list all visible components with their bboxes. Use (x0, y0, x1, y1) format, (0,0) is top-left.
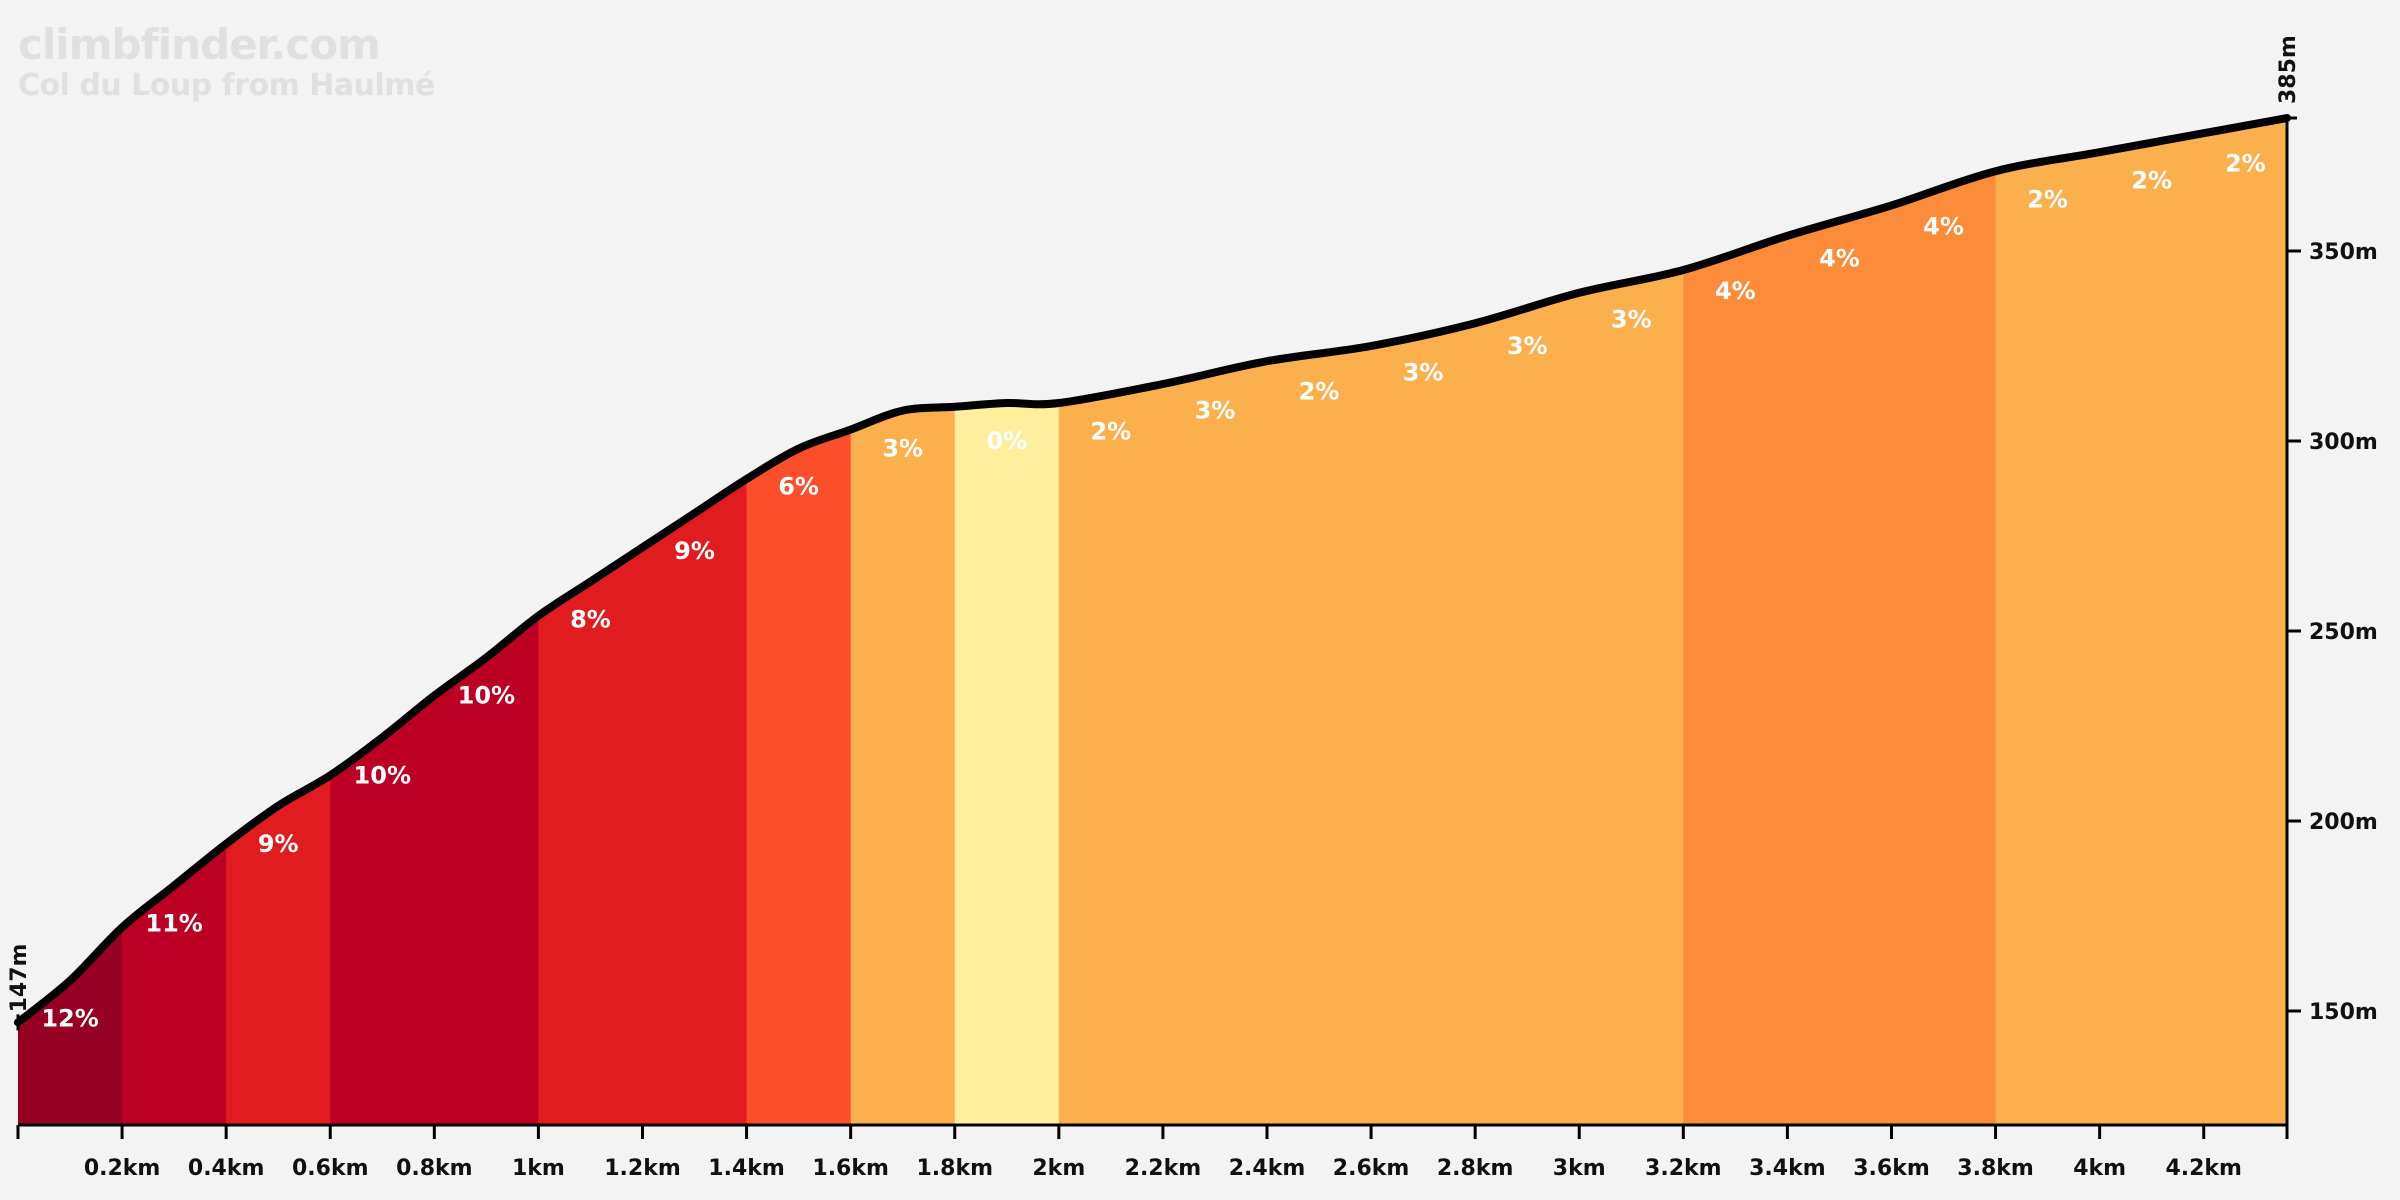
x-tick-label: 2km (1032, 1156, 1085, 1181)
gradient-segment (1266, 118, 1372, 1125)
gradient-segment (1683, 118, 1789, 1125)
gradient-label: 10% (354, 761, 411, 789)
gradient-segment (642, 118, 748, 1125)
y-tick-label: 350m (2309, 240, 2378, 265)
gradient-label: 3% (882, 435, 923, 463)
gradient-segment (226, 118, 331, 1125)
gradient-label: 2% (2225, 150, 2266, 178)
gradient-segment (1579, 118, 1684, 1125)
gradient-label: 2% (1299, 378, 1340, 406)
climb-title-watermark: Col du Loup from Haulmé (18, 68, 435, 103)
x-tick-label: 2.2km (1125, 1156, 1202, 1181)
y-tick-label: 300m (2309, 430, 2378, 455)
x-tick-label: 0.6km (292, 1156, 369, 1181)
gradient-segment (850, 118, 956, 1125)
x-tick-label: 1.2km (604, 1156, 681, 1181)
x-tick-label: 0.2km (84, 1156, 161, 1181)
profile-line (14, 114, 2291, 1027)
gradient-segment (2099, 118, 2205, 1125)
end-elevation-label: 385m (2276, 35, 2301, 104)
gradient-segment (1995, 118, 2101, 1125)
gradient-segment (122, 118, 227, 1125)
gradient-label: 4% (1923, 212, 1964, 240)
gradient-label: 11% (145, 910, 202, 938)
gradient-label: 10% (458, 682, 515, 710)
x-tick-label: 2.8km (1437, 1156, 1514, 1181)
x-tick-label: 3.4km (1749, 1156, 1826, 1181)
x-tick-label: 4km (2073, 1156, 2126, 1181)
start-elevation-label: 147m (7, 944, 32, 1013)
x-tick-label: 4.2km (2165, 1156, 2242, 1181)
gradient-label: 3% (1403, 359, 1444, 387)
x-tick-label: 2.6km (1333, 1156, 1410, 1181)
gradient-label: 2% (2131, 167, 2172, 195)
gradient-label: 2% (1090, 418, 1131, 446)
gradient-segment (1475, 118, 1580, 1125)
x-tick-label: 1.6km (812, 1156, 889, 1181)
gradient-label: 2% (2027, 186, 2068, 214)
gradient-segment (434, 118, 540, 1125)
gradient-label: 9% (674, 537, 715, 565)
site-watermark: climbfinder.com (18, 20, 381, 69)
x-tick-label: 3.6km (1853, 1156, 1930, 1181)
x-tick-label: 0.4km (188, 1156, 265, 1181)
gradient-segment (1891, 118, 1997, 1125)
gradient-segment (330, 118, 435, 1125)
gradient-label: 3% (1195, 397, 1236, 425)
gradient-label: 4% (1819, 245, 1860, 273)
gradient-label: 0% (986, 427, 1027, 455)
x-tick-label: 3km (1553, 1156, 1606, 1181)
gradient-label: 9% (258, 830, 299, 858)
gradient-label: 4% (1715, 277, 1756, 305)
gradient-segment (2203, 118, 2287, 1125)
gradient-label: 8% (570, 606, 611, 634)
x-tick-label: 1.8km (916, 1156, 993, 1181)
gradient-label: 12% (41, 1005, 98, 1033)
x-tick-label: 3.8km (1957, 1156, 2034, 1181)
x-tick-label: 0.8km (396, 1156, 473, 1181)
y-tick-label: 150m (2309, 1000, 2378, 1025)
gradient-label: 3% (1507, 332, 1548, 360)
x-tick-label: 3.2km (1645, 1156, 1722, 1181)
gradient-segment (1162, 118, 1268, 1125)
y-tick-label: 200m (2309, 810, 2378, 835)
x-tick-label: 2.4km (1229, 1156, 1306, 1181)
gradient-segment (1787, 118, 1893, 1125)
gradient-segment (1371, 118, 1476, 1125)
gradient-segment (746, 118, 852, 1125)
gradient-segment (1058, 118, 1164, 1125)
gradient-label: 3% (1611, 305, 1652, 333)
gradient-segment (18, 118, 123, 1125)
gradient-label: 6% (778, 473, 819, 501)
x-tick-label: 1.4km (708, 1156, 785, 1181)
gradient-segment (954, 118, 1060, 1125)
y-tick-label: 250m (2309, 620, 2378, 645)
x-tick-label: 1km (512, 1156, 565, 1181)
